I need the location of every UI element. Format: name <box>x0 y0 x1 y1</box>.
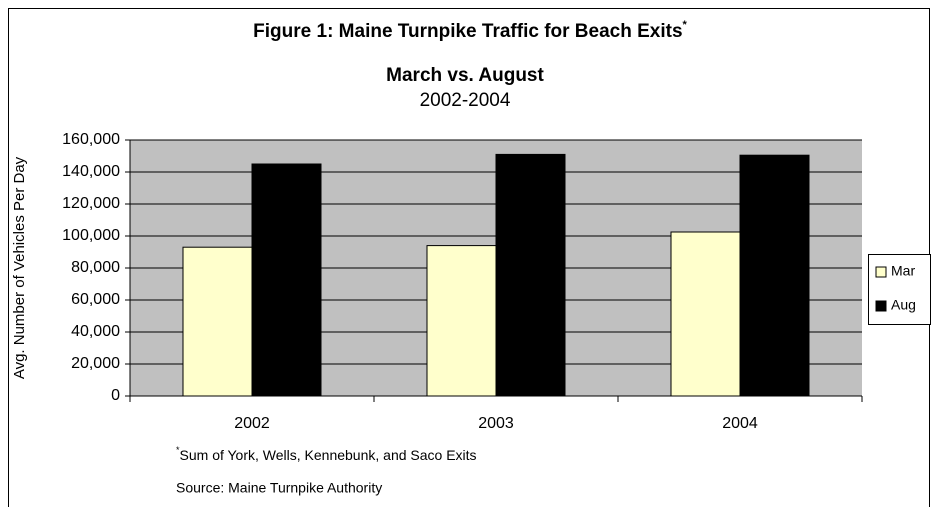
chart-subtitle: March vs. August <box>386 65 544 86</box>
legend-label: Aug <box>891 297 916 313</box>
source: Source: Maine Turnpike Authority <box>176 480 382 496</box>
y-tick-label: 20,000 <box>71 355 120 372</box>
x-tick-label: 2003 <box>478 415 514 432</box>
legend-swatch <box>875 300 887 312</box>
bar <box>739 154 810 397</box>
bar <box>251 163 322 397</box>
bar <box>495 153 566 397</box>
y-tick-label: 80,000 <box>71 259 120 276</box>
chart-subtitle2: 2002-2004 <box>420 90 511 111</box>
footnote-mark: * <box>176 445 180 455</box>
title-mark: * <box>683 19 688 31</box>
y-axis-label: Avg. Number of Vehicles Per Day <box>11 156 28 379</box>
y-tick-label: 60,000 <box>71 291 120 308</box>
title-text: Figure 1: Maine Turnpike Traffic for Bea… <box>253 21 682 42</box>
legend-box <box>868 254 931 325</box>
footnote-text: Sum of York, Wells, Kennebunk, and Saco … <box>180 447 477 463</box>
x-tick-label: 2002 <box>234 415 270 432</box>
legend-swatch <box>875 266 887 278</box>
bar <box>426 245 497 397</box>
y-tick-label: 120,000 <box>62 195 120 212</box>
bar <box>182 246 253 397</box>
y-tick-label: 0 <box>111 387 120 404</box>
footnote: *Sum of York, Wells, Kennebunk, and Saco… <box>176 445 477 462</box>
y-tick-label: 140,000 <box>62 163 120 180</box>
y-tick-label: 160,000 <box>62 131 120 148</box>
y-tick-label: 40,000 <box>71 323 120 340</box>
x-tick-label: 2004 <box>722 415 758 432</box>
y-tick-label: 100,000 <box>62 227 120 244</box>
bar <box>670 231 741 397</box>
chart-title: Figure 1: Maine Turnpike Traffic for Bea… <box>253 19 687 42</box>
legend-label: Mar <box>891 263 915 279</box>
